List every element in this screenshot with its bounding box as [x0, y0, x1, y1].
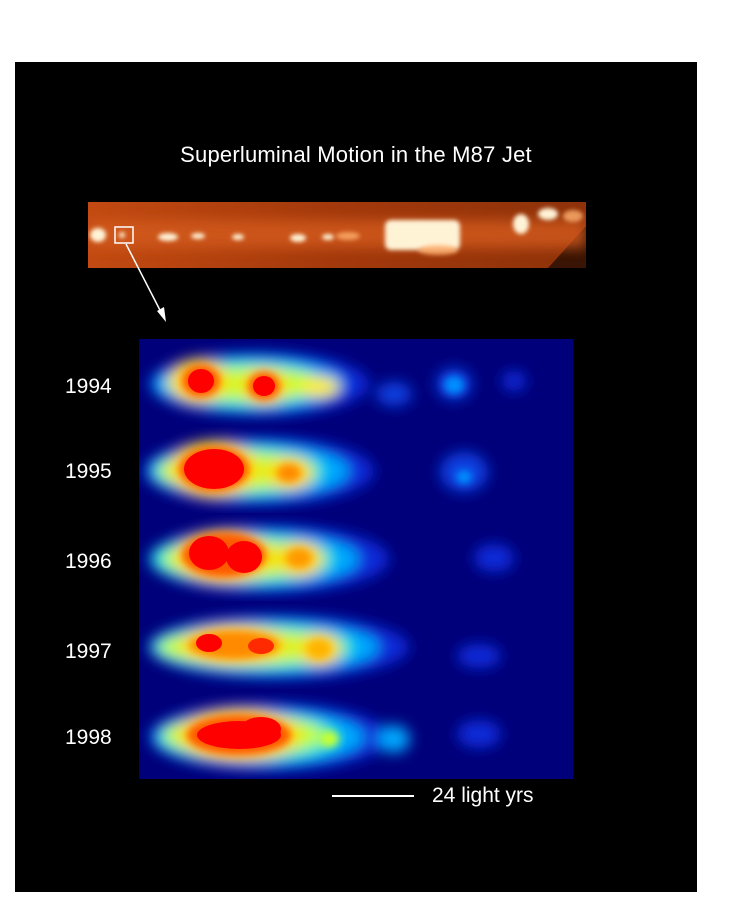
scale-bar	[332, 795, 414, 797]
figure-title: Superluminal Motion in the M87 Jet	[180, 142, 532, 167]
jet-frame-1994	[139, 339, 573, 427]
jet-frame-1998	[139, 689, 573, 779]
year-label-1997: 1997	[65, 640, 112, 663]
year-label-1996: 1996	[65, 550, 112, 573]
jet-optical-image	[88, 202, 586, 268]
figure-panel: Superluminal Motion in the M87 Jet	[15, 62, 697, 892]
year-label-1994: 1994	[65, 375, 112, 398]
vlbi-image-sequence	[139, 339, 573, 779]
jet-frame-1995	[139, 427, 573, 513]
year-label-1998: 1998	[65, 726, 112, 749]
scale-bar-label: 24 light yrs	[432, 784, 534, 807]
jet-frame-1996	[139, 513, 573, 601]
jet-frame-1997	[139, 601, 573, 689]
year-label-1995: 1995	[65, 460, 112, 483]
